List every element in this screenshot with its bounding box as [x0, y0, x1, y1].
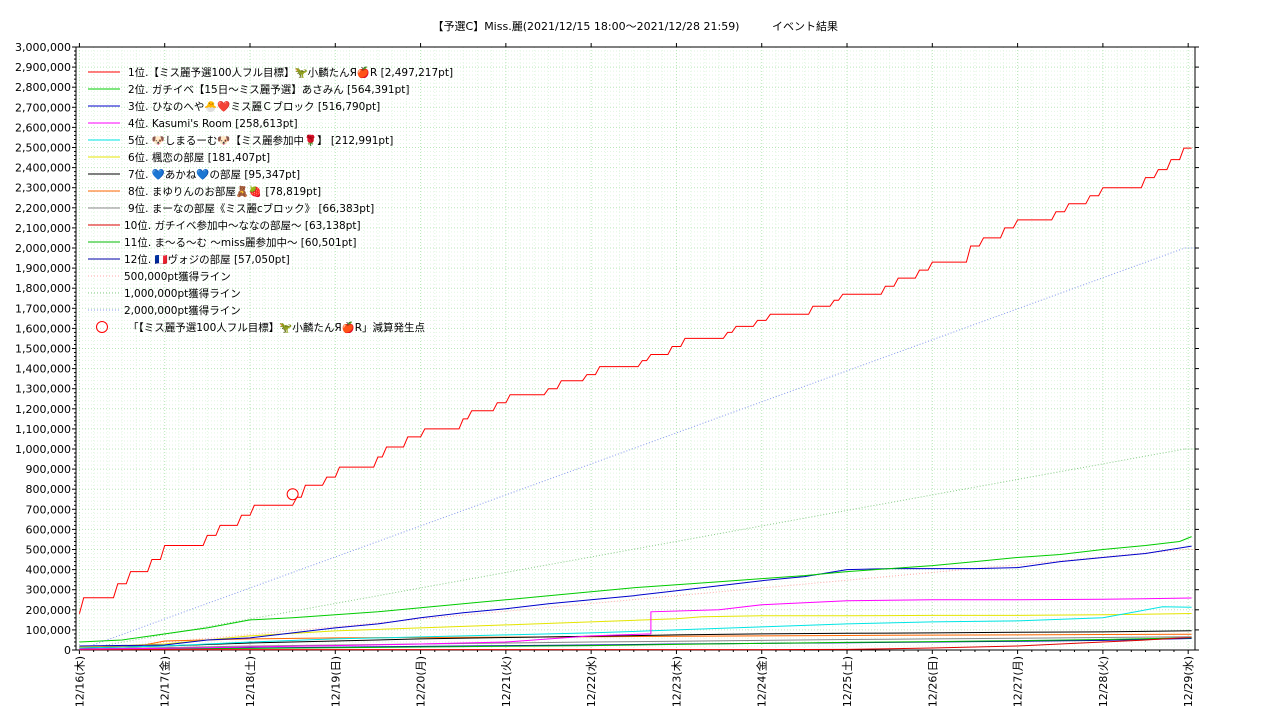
reference-line [79, 247, 1185, 651]
y-tick-label: 800,000 [26, 483, 72, 496]
x-tick-label: 12/28(火) [1097, 656, 1110, 707]
series-line [79, 545, 1192, 647]
legend-label: 12位. 🇫🇷ヴォジの部屋 [57,050pt] [124, 253, 290, 266]
legend-label: 1位.【ミス麗予選100人フル目標】🦖小麟たんЯ🍎R [2,497,217pt] [128, 66, 453, 79]
legend-label: 6位. 楓恋の部屋 [181,407pt] [128, 151, 270, 164]
series-line [79, 536, 1192, 643]
reference-line [79, 448, 1185, 651]
x-tick-label: 12/25(土) [841, 656, 854, 707]
legend-label: 8位. まゆりんのお部屋🧸🍓 [78,819pt] [128, 185, 321, 198]
series-line [79, 637, 1192, 650]
series-lines [78, 147, 1192, 651]
deduction-marker [286, 488, 299, 501]
y-tick-label: 1,200,000 [15, 403, 71, 416]
legend-marker [96, 321, 108, 333]
y-tick-label: 0 [64, 644, 71, 657]
x-tick-label: 12/24(金) [755, 656, 769, 707]
x-tick-label: 12/18(土) [244, 656, 257, 707]
y-tick-label: 1,300,000 [15, 383, 71, 396]
legend-label: 5位. 🐶しまるーむ🐶【ミス麗参加中🌹】 [212,991pt] [128, 134, 393, 147]
x-tick-label: 12/20(月) [415, 656, 428, 707]
y-tick-label: 1,000,000 [15, 443, 71, 456]
series-line [79, 636, 1192, 650]
chart-title: 【予選C】Miss.麗(2021/12/15 18:00～2021/12/28 … [433, 20, 740, 33]
legend-label: 2位. ガチイベ【15日〜ミス麗予選】あさみん [564,391pt] [128, 83, 409, 96]
x-tick-label: 12/26(日) [926, 656, 939, 707]
axes: 0 100,000 200,000 300,000 400,000 500,000 600,… [15, 41, 1199, 707]
y-tick-label: 1,500,000 [15, 343, 71, 356]
chart-subtitle: イベント結果 [772, 19, 838, 33]
x-tick-label: 12/23(木) [670, 656, 683, 707]
y-tick-label: 3,000,000 [15, 41, 71, 54]
legend-label: 4位. Kasumi's Room [258,613pt] [128, 117, 298, 130]
y-tick-label: 2,400,000 [15, 162, 71, 175]
y-tick-label: 900,000 [26, 463, 72, 476]
y-tick-label: 100,000 [26, 624, 72, 637]
reference-line [79, 549, 1185, 651]
legend-label: 7位. 💙あかね💙の部屋 [95,347pt] [128, 168, 300, 181]
legend-label: 500,000pt獲得ライン [124, 270, 231, 283]
y-tick-label: 2,200,000 [15, 202, 71, 215]
y-tick-label: 1,700,000 [15, 302, 71, 315]
y-tick-label: 500,000 [26, 544, 72, 557]
legend-label: 3位. ひなのへや🐣❤️ミス麗Ｃブロック [516,790pt] [128, 100, 380, 113]
y-tick-label: 2,100,000 [15, 222, 71, 235]
deduction-marker-circle [286, 488, 299, 501]
legend-label: 10位. ガチイベ参加中〜ななの部屋〜 [63,138pt] [124, 219, 361, 232]
x-tick-label: 12/27(月) [1012, 656, 1025, 707]
y-tick-label: 2,700,000 [15, 101, 71, 114]
y-tick-label: 700,000 [26, 503, 72, 516]
y-tick-label: 400,000 [26, 564, 72, 577]
y-tick-label: 2,600,000 [15, 121, 71, 134]
x-tick-label: 12/16(木) [73, 656, 86, 707]
reference-lines [79, 247, 1195, 651]
y-tick-label: 2,000,000 [15, 242, 71, 255]
series-line [78, 147, 1192, 614]
series-line [79, 606, 1192, 649]
legend-label: 「【ミス麗予選100人フル目標】🦖小麟たんЯ🍎R」減算発生点 [128, 321, 425, 334]
y-tick-label: 1,100,000 [15, 423, 71, 436]
y-tick-label: 1,600,000 [15, 322, 71, 335]
legend: 1位.【ミス麗予選100人フル目標】🦖小麟たんЯ🍎R [2,497,217pt]… [88, 66, 453, 334]
x-tick-label: 12/22(水) [585, 656, 598, 707]
grid [76, 47, 1195, 650]
y-tick-label: 2,500,000 [15, 142, 71, 155]
x-tick-label: 12/19(日) [329, 656, 342, 707]
y-tick-label: 2,300,000 [15, 182, 71, 195]
series-line [79, 597, 1192, 650]
series-line [79, 636, 1192, 651]
x-tick-label: 12/21(火) [500, 656, 513, 707]
x-tick-label: 12/29(水) [1182, 656, 1195, 707]
y-tick-label: 1,900,000 [15, 262, 71, 275]
legend-label: 2,000,000pt獲得ライン [124, 304, 241, 317]
y-tick-label: 1,400,000 [15, 363, 71, 376]
legend-label: 9位. まーなの部屋《ミス麗cブロック》 [66,383pt] [128, 202, 374, 215]
legend-label: 11位. ま〜る〜む 〜miss麗参加中〜 [60,501pt] [124, 236, 357, 249]
series-line [79, 630, 1192, 649]
x-tick-label: 12/17(金) [158, 656, 172, 707]
y-tick-label: 300,000 [26, 584, 72, 597]
y-tick-label: 600,000 [26, 523, 72, 536]
y-tick-label: 1,800,000 [15, 282, 71, 295]
y-tick-label: 2,800,000 [15, 81, 71, 94]
legend-label: 1,000,000pt獲得ライン [124, 287, 241, 300]
y-tick-label: 200,000 [26, 604, 72, 617]
y-tick-label: 2,900,000 [15, 61, 71, 74]
